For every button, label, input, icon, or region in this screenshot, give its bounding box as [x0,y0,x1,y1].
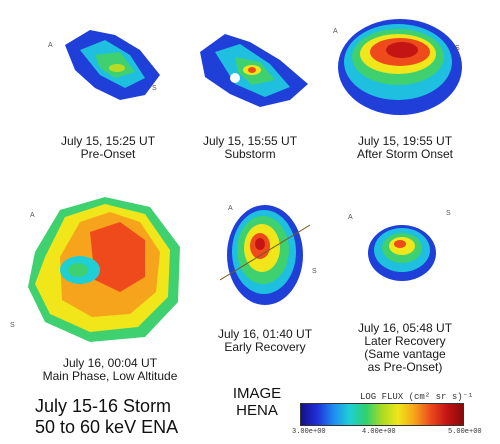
marker-a-6: A [348,214,353,221]
instrument-label: IMAGE HENA [232,385,282,419]
marker-s-6: S [446,210,451,217]
ena-image-early-recovery [220,200,310,310]
colorbar [300,403,464,426]
caption-substorm: July 15, 15:55 UT Substorm [202,134,298,161]
colorbar-mid-label: 4.00e+00 [362,428,396,436]
caption-pre-onset: July 15, 15:25 UT Pre-Onset [60,134,156,161]
marker-s-1: S [152,85,157,92]
marker-s-5: S [312,268,317,275]
marker-s-4: S [10,322,15,329]
colorbar-title: LOG FLUX (cm² sr s)⁻¹ [360,392,474,402]
caption-later-recovery: July 16, 05:48 UT Later Recovery (Same v… [357,321,453,374]
marker-s-3: S [455,45,460,52]
caption-after-storm-onset: July 15, 19:55 UT After Storm Onset [356,134,454,161]
marker-a-5: A [228,205,233,212]
figure-title: July 15-16 Storm 50 to 60 keV ENA [35,396,179,437]
ena-image-pre-onset [45,20,175,120]
caption-early-recovery: July 16, 01:40 UT Early Recovery [217,327,313,354]
ena-image-after-storm-onset [330,12,465,127]
ena-image-substorm [190,22,315,122]
ena-image-later-recovery [362,218,442,288]
marker-a-4: A [30,212,35,219]
caption-main-phase: July 16, 00:04 UT Main Phase, Low Altitu… [42,356,178,383]
marker-a-3: A [333,28,338,35]
colorbar-max-label: 5.00e+00 [448,428,482,436]
ena-image-main-phase [20,192,190,352]
colorbar-min-label: 3.00e+00 [292,428,326,436]
marker-a-1: A [48,42,53,49]
